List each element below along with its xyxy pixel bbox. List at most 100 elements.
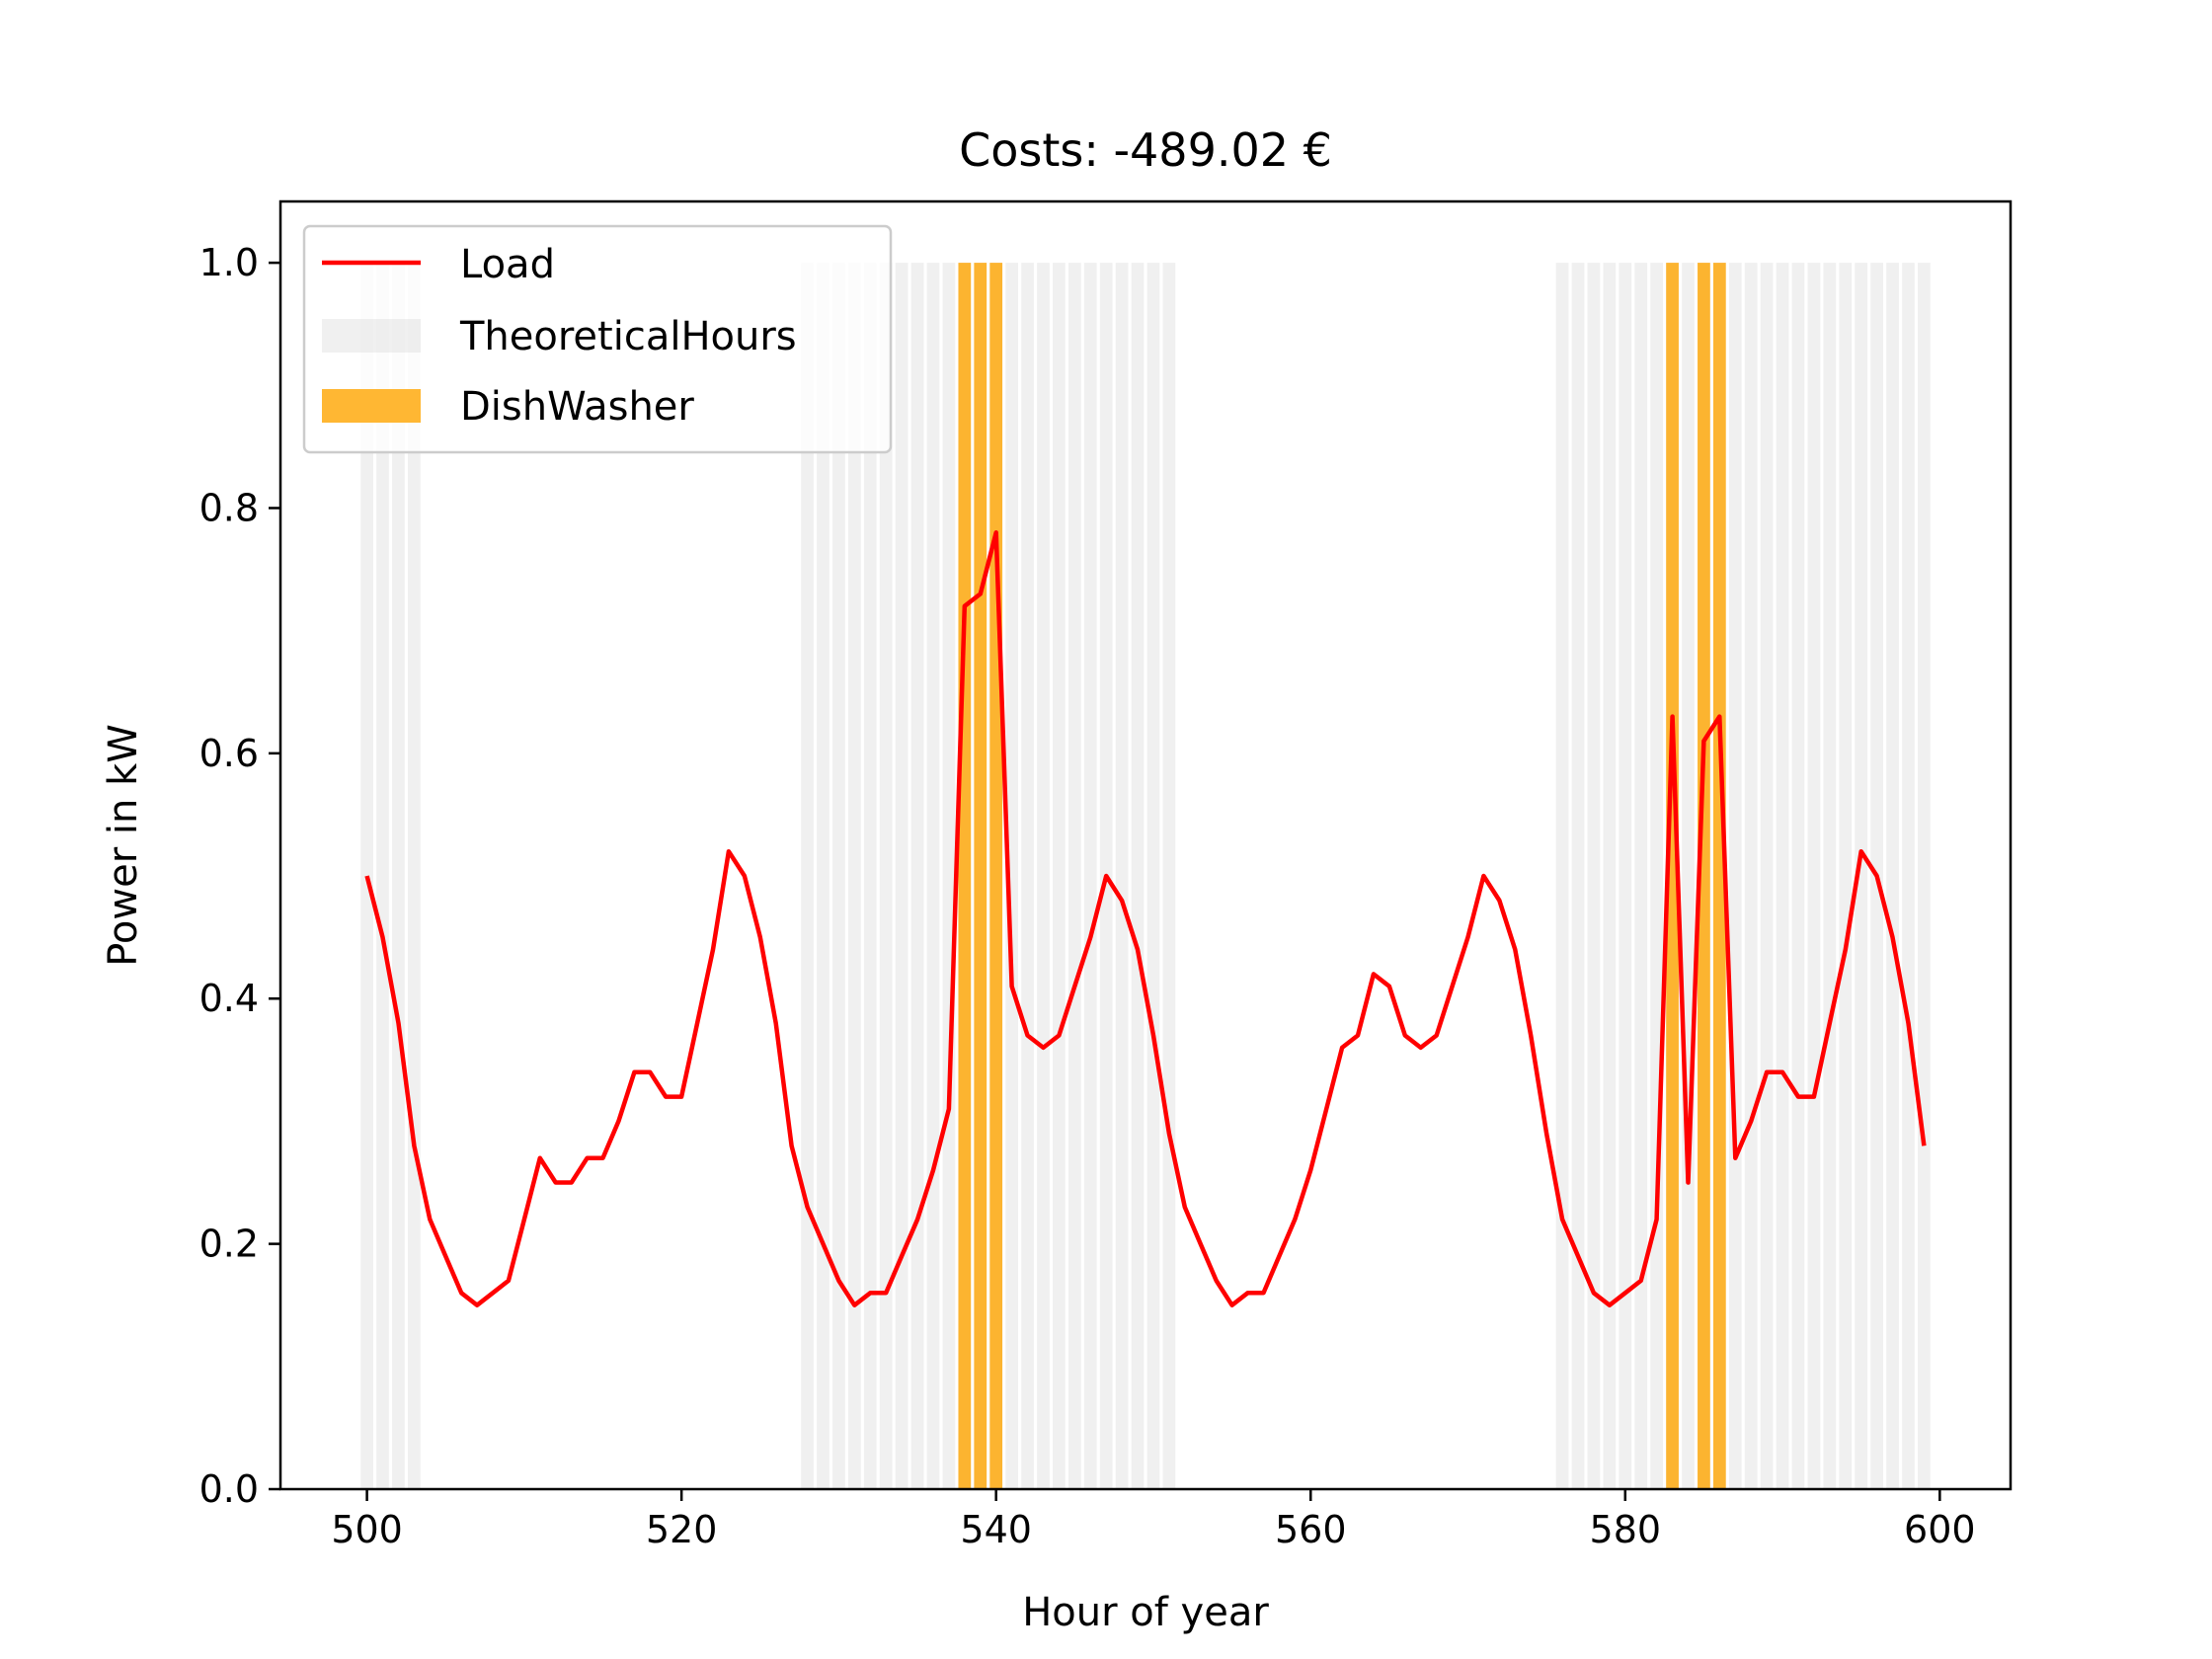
theoretical-hour-bar [1855,263,1868,1490]
y-tick-label: 1.0 [199,241,259,284]
load-point [428,1217,433,1222]
load-point [1481,874,1486,879]
theoretical-hour-bar [1571,263,1585,1490]
x-tick-label: 560 [1275,1508,1347,1551]
load-point [1104,874,1109,879]
load-point [648,1069,653,1074]
theoretical-hour-bar [1791,263,1805,1490]
load-point [506,1278,511,1283]
load-point [664,1094,669,1099]
y-axis-label: Power in kW [101,724,146,967]
load-point [946,1107,951,1112]
theoretical-hour-bar [1146,263,1160,1490]
load-point [915,1217,920,1222]
load-point [491,1291,496,1296]
y-axis: 0.0 0.2 0.4 0.6 0.8 1.0 [199,241,280,1511]
load-point [1843,947,1848,952]
legend-swatch-dishwasher [322,389,421,423]
theoretical-hour-bar [1555,263,1569,1490]
theoretical-hour-bar [1776,263,1789,1490]
theoretical-hour-bar [1823,263,1837,1490]
theoretical-hour-bar [1131,263,1145,1490]
load-point [695,1021,700,1026]
load-point [978,592,983,596]
x-tick-label: 520 [646,1508,718,1551]
load-point [1214,1278,1219,1283]
dishwasher-bar [989,263,1003,1490]
load-point [930,1168,935,1173]
legend-swatch-theoretical-hours [322,319,421,353]
theoretical-hour-bar [1682,263,1695,1490]
x-tick-label: 500 [331,1508,403,1551]
load-point [1622,1291,1627,1296]
theoretical-hour-bar [910,263,924,1490]
x-axis: 500 520 540 560 580 600 [331,1489,1976,1551]
load-point [380,935,385,940]
y-tick-label: 0.8 [199,486,259,529]
theoretical-hour-bar [1083,263,1097,1490]
theoretical-hour-bar [1005,263,1018,1490]
load-point [1340,1045,1345,1050]
dishwasher-bar [1666,263,1679,1490]
theoretical-hour-bar [1744,263,1758,1490]
theoretical-hour-bar [895,263,908,1490]
load-point [459,1291,464,1296]
theoretical-hour-bar [847,263,861,1490]
x-tick-label: 540 [960,1508,1032,1551]
load-point [805,1205,810,1210]
theoretical-hour-bar [1067,263,1081,1490]
dishwasher-bars [958,263,1726,1490]
load-point [1749,1119,1754,1124]
load-point [616,1119,621,1124]
theoretical-hour-bar [1728,263,1742,1490]
legend-label-theoretical-hours: TheoreticalHours [459,314,797,359]
theoretical-hour-bar [1760,263,1774,1490]
theoretical-hour-bar [1634,263,1648,1490]
theoretical-hour-bar [392,263,405,1490]
load-point [1638,1278,1643,1283]
load-point [836,1278,841,1283]
theoretical-hour-bar [926,263,940,1490]
load-point [475,1303,480,1307]
load-point [1308,1168,1313,1173]
load-point [1150,1033,1155,1038]
load-point [1198,1241,1203,1246]
chart-title: Costs: -489.02 € [959,123,1332,177]
theoretical-hour-bar [879,263,893,1490]
load-point [757,935,762,940]
dishwasher-bar [974,263,988,1490]
theoretical-hour-bar [1650,263,1664,1490]
load-point [1261,1291,1266,1296]
load-point [1544,1131,1549,1136]
load-point [773,1021,778,1026]
theoretical-hour-bar [1918,263,1931,1490]
legend-box [302,224,893,454]
theoretical-hour-bar [863,263,877,1490]
load-point [1293,1217,1298,1222]
load-point [1136,947,1141,952]
load-point [1670,714,1675,719]
load-point [1324,1107,1329,1112]
load-point [1229,1303,1234,1307]
load-point [1072,984,1077,988]
legend-label-load: Load [460,242,555,287]
load-point [1386,984,1391,988]
y-tick-label: 0.2 [199,1223,259,1266]
load-point [443,1254,448,1259]
theoretical-hour-bar [1839,263,1853,1490]
theoretical-hour-bar [1053,263,1066,1490]
theoretical-hour-bar [1587,263,1601,1490]
load-point [789,1144,794,1148]
load-point [868,1291,873,1296]
y-tick-label: 0.6 [199,732,259,775]
load-point [1591,1291,1596,1296]
theoretical-hours-bars [360,263,1931,1490]
load-point [1057,1033,1062,1038]
load-point [396,1021,401,1026]
legend: Load TheoreticalHours DishWasher [302,224,893,454]
load-point [1513,947,1518,952]
load-point [711,947,716,952]
theoretical-hour-bar [376,263,389,1490]
x-tick-label: 600 [1904,1508,1976,1551]
